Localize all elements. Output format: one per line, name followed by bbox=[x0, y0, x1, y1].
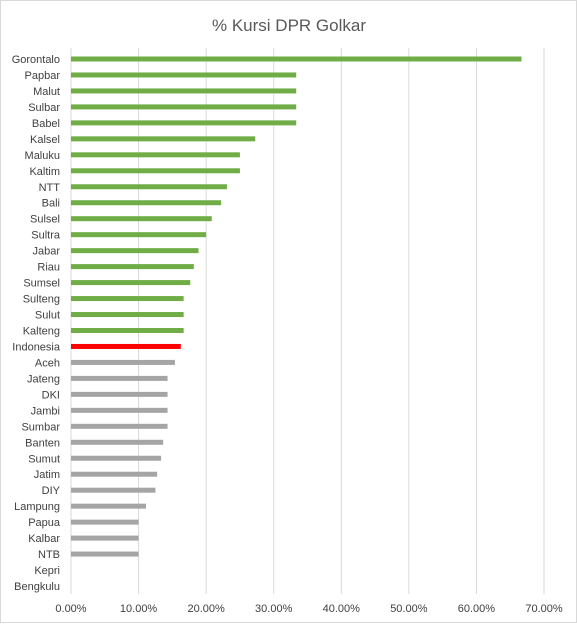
category-label: Gorontalo bbox=[12, 54, 60, 66]
bar-sulteng bbox=[71, 296, 184, 302]
category-label: Kepri bbox=[34, 565, 60, 577]
x-tick-label: 30.00% bbox=[255, 603, 293, 615]
bar-papbar bbox=[71, 72, 297, 78]
bar-jatim bbox=[71, 471, 158, 477]
bar-sulsel bbox=[71, 216, 212, 222]
bar-malut bbox=[71, 88, 297, 94]
category-label: Lampung bbox=[14, 501, 60, 513]
category-label: Malut bbox=[33, 86, 60, 98]
category-label: Babel bbox=[32, 118, 60, 130]
bar-gorontalo bbox=[71, 56, 522, 62]
bar-indonesia bbox=[71, 343, 181, 349]
bar-sumut bbox=[71, 455, 162, 461]
bar-riau bbox=[71, 264, 194, 270]
category-label: Sumbar bbox=[21, 421, 60, 433]
x-tick-label: 10.00% bbox=[120, 603, 158, 615]
category-label: Papua bbox=[28, 517, 61, 529]
bar-ntt bbox=[71, 184, 227, 190]
gridlines bbox=[70, 48, 545, 594]
category-label: Banten bbox=[25, 437, 60, 449]
category-label: Indonesia bbox=[12, 341, 61, 353]
category-label: Sulteng bbox=[23, 294, 60, 306]
bar-kaltim bbox=[71, 168, 240, 174]
bar-lampung bbox=[71, 503, 147, 509]
x-tick-label: 20.00% bbox=[187, 603, 225, 615]
category-label: DIY bbox=[42, 485, 61, 497]
bar-jambi bbox=[71, 407, 168, 413]
category-label: Jambi bbox=[31, 405, 60, 417]
x-tick-label: 70.00% bbox=[525, 603, 563, 615]
bar-babel bbox=[71, 120, 297, 126]
bar-banten bbox=[71, 439, 164, 445]
category-label: Aceh bbox=[35, 357, 60, 369]
bars bbox=[71, 56, 522, 557]
category-labels: Gorontalo Papbar Malut Sulbar Babel Kalsel Mal… bbox=[12, 54, 61, 593]
category-label: Maluku bbox=[25, 150, 60, 162]
bar-aceh bbox=[71, 359, 175, 365]
category-label: Jatim bbox=[34, 469, 60, 481]
category-label: Sulsel bbox=[30, 214, 60, 226]
x-tick-label: 50.00% bbox=[390, 603, 428, 615]
x-tick-label: 0.00% bbox=[55, 603, 86, 615]
bar-jabar bbox=[71, 248, 199, 254]
bar-diy bbox=[71, 487, 156, 493]
category-label: Sulut bbox=[35, 310, 60, 322]
bar-kalbar bbox=[71, 535, 139, 541]
category-label: Papbar bbox=[25, 70, 61, 82]
bar-sultra bbox=[71, 232, 207, 238]
bar-bali bbox=[71, 200, 222, 206]
bar-dki bbox=[71, 391, 168, 397]
category-label: NTB bbox=[38, 549, 60, 561]
bar-papua bbox=[71, 519, 139, 525]
category-label: Sumsel bbox=[23, 278, 60, 290]
category-label: Sultra bbox=[31, 230, 61, 242]
x-tick-label: 60.00% bbox=[458, 603, 496, 615]
category-label: DKI bbox=[42, 389, 60, 401]
bar-sulbar bbox=[71, 104, 297, 110]
category-label: Kalsel bbox=[30, 134, 60, 146]
bar-kalteng bbox=[71, 327, 184, 333]
x-axis-ticks: 0.00% 10.00% 20.00% 30.00% 40.00% 50.00% 60.00… bbox=[55, 603, 562, 615]
bar-jateng bbox=[71, 375, 168, 381]
bar-ntb bbox=[71, 551, 139, 557]
category-label: Riau bbox=[37, 262, 60, 274]
category-label: Jabar bbox=[32, 246, 60, 258]
category-label: Bengkulu bbox=[14, 581, 60, 593]
x-tick-label: 40.00% bbox=[323, 603, 361, 615]
category-label: Bali bbox=[42, 198, 60, 210]
chart-title: % Kursi DPR Golkar bbox=[212, 16, 366, 35]
category-label: Kaltim bbox=[29, 166, 60, 178]
category-label: NTT bbox=[39, 182, 61, 194]
bar-sumsel bbox=[71, 280, 191, 286]
category-label: Kalbar bbox=[28, 533, 60, 545]
bar-maluku bbox=[71, 152, 240, 158]
bar-kalsel bbox=[71, 136, 256, 142]
category-label: Kalteng bbox=[23, 325, 60, 337]
category-label: Jateng bbox=[27, 373, 60, 385]
category-label: Sumut bbox=[28, 453, 60, 465]
category-label: Sulbar bbox=[28, 102, 60, 114]
bar-sumbar bbox=[71, 423, 168, 429]
bar-sulut bbox=[71, 312, 184, 318]
